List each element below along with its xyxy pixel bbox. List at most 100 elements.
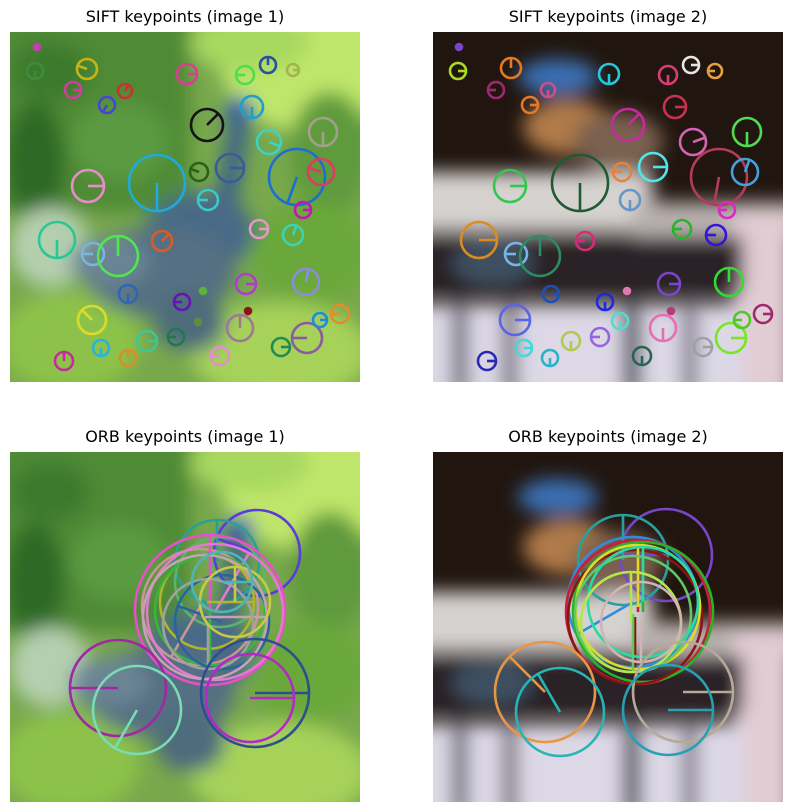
keypoint-circle <box>75 57 99 81</box>
keypoint <box>175 62 199 86</box>
keypoint <box>689 147 749 207</box>
keypoint <box>225 313 255 343</box>
keypoint <box>306 157 336 187</box>
keypoint <box>116 82 134 100</box>
keypoint <box>597 62 621 86</box>
sift-image-2-keypoints <box>448 42 774 372</box>
keypoint <box>631 345 653 367</box>
keypoint <box>196 188 220 212</box>
keypoint <box>498 303 532 337</box>
keypoint-orientation-line <box>161 232 171 242</box>
keypoint-circle <box>255 128 283 156</box>
keypoint <box>329 303 351 325</box>
keypoint <box>503 241 529 267</box>
keypoint <box>539 81 557 99</box>
keypoint-circle <box>173 573 271 671</box>
keypoint <box>731 116 763 148</box>
keypoint-circle <box>243 306 253 316</box>
keypoint <box>752 303 774 325</box>
keypoint <box>239 94 265 120</box>
keypoint <box>618 188 642 212</box>
keypoint-circle <box>281 223 305 247</box>
keypoint <box>610 107 646 143</box>
keypoint <box>166 327 186 347</box>
keypoint <box>520 95 540 115</box>
keypoint-circle <box>145 542 285 682</box>
keypoint <box>671 218 693 240</box>
keypoint <box>666 306 676 316</box>
image-1-background <box>10 452 360 802</box>
keypoint <box>717 200 737 220</box>
keypoint <box>75 57 99 81</box>
keypoint <box>678 127 708 157</box>
keypoint <box>291 267 321 297</box>
keypoint-circle <box>454 42 464 52</box>
keypoint <box>290 321 324 355</box>
keypoint <box>656 271 682 297</box>
keypoint <box>270 336 292 358</box>
keypoint <box>80 241 106 267</box>
keypoint-circle <box>291 267 321 297</box>
keypoint-circle <box>32 42 42 52</box>
keypoint <box>486 80 506 100</box>
keypoint <box>540 348 560 368</box>
keypoint <box>499 56 523 80</box>
keypoint <box>127 153 187 213</box>
keypoint-circle <box>91 664 183 756</box>
orb-image-1-title: ORB keypoints (image 1) <box>85 427 285 446</box>
keypoint-circle <box>493 640 597 744</box>
image-2-background <box>433 452 783 802</box>
keypoint <box>311 311 329 329</box>
keypoint <box>76 304 108 336</box>
keypoint-orientation-line <box>692 136 706 144</box>
keypoint <box>199 637 311 749</box>
keypoint <box>514 338 534 358</box>
keypoint <box>574 230 596 252</box>
orb-image-2-panel <box>433 452 783 802</box>
keypoint-orientation-line <box>169 606 202 658</box>
keypoint-circle <box>188 161 210 183</box>
keypoint <box>258 55 278 75</box>
keypoint <box>209 345 231 367</box>
keypoint <box>91 338 111 358</box>
keypoint-orientation-line <box>508 655 546 693</box>
keypoint-circle <box>610 107 646 143</box>
keypoint-circle <box>689 147 749 207</box>
keypoint <box>730 157 760 187</box>
keypoint <box>37 220 77 260</box>
keypoint <box>476 350 498 372</box>
keypoint-circle <box>666 306 676 316</box>
keypoint <box>285 62 301 78</box>
keypoint <box>281 223 305 247</box>
keypoint-orientation-line <box>743 159 751 173</box>
keypoint-orientation-line <box>712 176 721 205</box>
keypoint <box>96 234 140 278</box>
keypoint-orientation-line <box>206 112 220 126</box>
keypoint-orientation-line <box>627 112 641 126</box>
keypoint <box>595 292 615 312</box>
keypoint-orientation-line <box>81 309 93 321</box>
keypoint <box>714 321 748 355</box>
keypoint <box>541 284 561 304</box>
keypoint <box>53 350 75 372</box>
keypoint-orientation-line <box>576 600 634 636</box>
keypoint <box>307 116 339 148</box>
keypoint <box>732 310 752 330</box>
keypoint-orientation-line <box>190 167 200 174</box>
keypoint-circle <box>150 229 174 253</box>
keypoint <box>214 152 246 184</box>
keypoint <box>173 573 271 671</box>
keypoint <box>459 220 499 260</box>
keypoint <box>25 61 45 81</box>
keypoint-orientation-line <box>286 176 299 204</box>
keypoint <box>70 168 106 204</box>
keypoint <box>118 348 138 368</box>
keypoint <box>493 640 597 744</box>
keypoint-orientation-line <box>536 673 562 713</box>
keypoint <box>560 330 582 352</box>
keypoint <box>190 550 254 614</box>
keypoint <box>550 153 610 213</box>
keypoint <box>589 326 611 348</box>
keypoint-orientation-line <box>177 604 223 624</box>
keypoint <box>599 580 683 664</box>
